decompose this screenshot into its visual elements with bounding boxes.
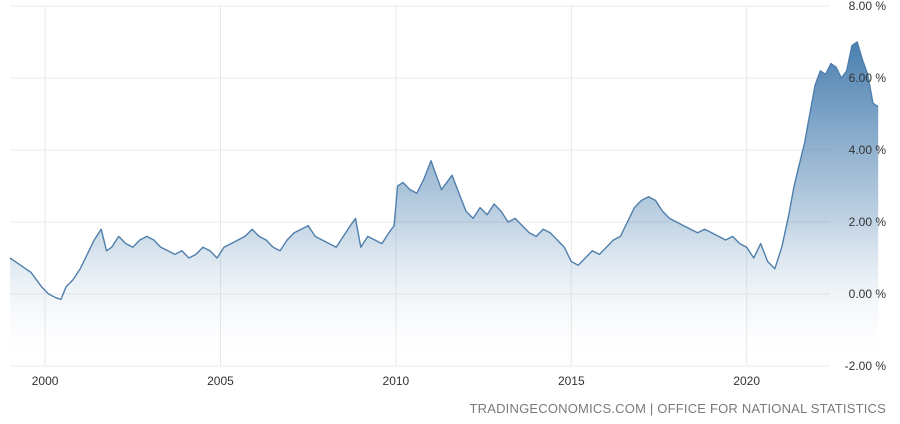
x-tick-label: 2020 bbox=[733, 374, 760, 388]
y-tick-label: 2.00 % bbox=[849, 215, 887, 229]
x-tick-label: 2005 bbox=[207, 374, 234, 388]
y-axis-ticks: 8.00 % 6.00 % 4.00 % 2.00 % 0.00 % -2.00 % bbox=[845, 0, 887, 373]
y-tick-label: 0.00 % bbox=[849, 287, 887, 301]
series-area bbox=[10, 42, 879, 366]
x-axis-ticks: 2000 2005 2010 2015 2020 bbox=[32, 374, 761, 388]
series-line bbox=[9, 41, 879, 301]
source-attribution: TRADINGECONOMICS.COM | OFFICE FOR NATION… bbox=[469, 401, 886, 416]
x-tick-label: 2010 bbox=[383, 374, 410, 388]
y-tick-label: -2.00 % bbox=[845, 359, 887, 373]
y-tick-label: 6.00 % bbox=[849, 71, 887, 85]
x-tick-label: 2015 bbox=[558, 374, 585, 388]
x-tick-label: 2000 bbox=[32, 374, 59, 388]
series-line-path bbox=[9, 41, 879, 301]
y-tick-label: 4.00 % bbox=[849, 143, 887, 157]
series-area-fill bbox=[10, 42, 879, 366]
y-tick-label: 8.00 % bbox=[849, 0, 887, 13]
